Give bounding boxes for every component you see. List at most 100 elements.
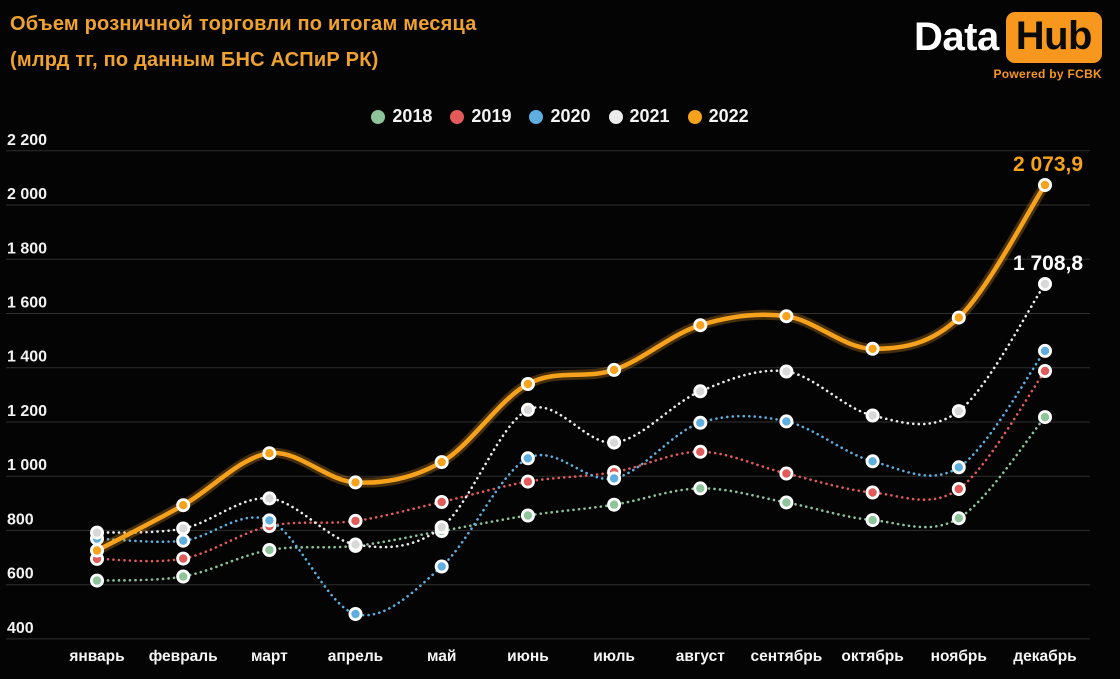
- x-tick-label-8: август: [676, 648, 725, 665]
- x-tick-label-2: февраль: [149, 648, 218, 665]
- data-point: [523, 405, 533, 414]
- chart-title-line1: Объем розничной торговли по итогам месяц…: [10, 13, 477, 35]
- legend-dot-icon: [371, 109, 386, 124]
- annotation-2022: 2 073,9: [1013, 153, 1083, 176]
- data-point: [782, 417, 791, 426]
- data-point: [523, 454, 533, 463]
- data-point: [179, 572, 188, 581]
- series-2020: [90, 343, 1052, 621]
- logo-tagline: Powered by FCBK: [993, 67, 1102, 81]
- data-point: [1040, 180, 1050, 190]
- x-tick-label-4: апрель: [328, 648, 383, 665]
- legend-label: 2018: [392, 106, 433, 126]
- data-point: [437, 523, 446, 532]
- data-point: [265, 449, 274, 458]
- x-axis-labels: январь февраль март апрель май июнь июль август…: [69, 648, 1076, 665]
- data-point: [696, 387, 705, 396]
- x-tick-label-7: июль: [593, 648, 635, 665]
- legend-label: 2020: [550, 106, 591, 126]
- data-point: [696, 484, 705, 493]
- legend-label: 2019: [471, 106, 512, 126]
- y-tick-label: 1 800: [7, 240, 47, 257]
- datahub-logo: Data Hub Powered by FCBK: [914, 12, 1102, 81]
- series-2018: [90, 410, 1052, 588]
- x-tick-label-12: декабрь: [1013, 648, 1076, 665]
- data-point: [609, 365, 619, 375]
- data-point: [351, 478, 360, 487]
- y-tick-label: 800: [7, 511, 34, 528]
- data-point: [954, 406, 963, 416]
- chart-title-line2: (млрд тг, по данным БНС АСПиР РК): [10, 49, 379, 71]
- data-point: [92, 576, 102, 585]
- y-tick-label: 1 600: [7, 295, 47, 312]
- data-point: [782, 498, 791, 507]
- data-point: [437, 497, 446, 507]
- series-line: [95, 369, 1047, 563]
- data-point: [265, 516, 274, 525]
- legend-label: 2021: [629, 106, 670, 126]
- logo-badge-hub: Hub: [1005, 12, 1102, 63]
- legend-label: 2022: [708, 106, 749, 126]
- data-point: [1040, 366, 1050, 376]
- y-tick-label: 1 400: [7, 349, 47, 366]
- series-line: [95, 349, 1047, 617]
- data-point: [92, 528, 102, 537]
- data-point: [179, 501, 188, 510]
- data-point: [696, 447, 705, 456]
- series-2022: [90, 178, 1052, 558]
- series-line: [95, 415, 1047, 582]
- data-point: [868, 488, 877, 497]
- chart-title-block: Объем розничной торговли по итогам месяц…: [10, 14, 477, 86]
- legend-dot-icon: [687, 109, 702, 124]
- data-point: [696, 418, 705, 427]
- logo-text-data: Data: [914, 15, 999, 59]
- data-point: [782, 367, 791, 376]
- data-point: [954, 484, 963, 494]
- data-point: [523, 511, 533, 520]
- data-point: [868, 344, 877, 353]
- legend-dot-icon: [529, 109, 544, 124]
- y-tick-label: 2 000: [7, 186, 47, 203]
- legend-item-2020: 2020: [529, 106, 591, 127]
- x-tick-label-3: март: [251, 648, 288, 665]
- series-2021: [90, 277, 1052, 552]
- data-point: [954, 514, 963, 523]
- data-point: [868, 515, 877, 525]
- data-point: [265, 545, 274, 555]
- y-axis-labels: 400 600 800 1 000 1 200 1 400 1 600 1 800 2 000 2…: [7, 132, 47, 637]
- gridlines: [6, 150, 1090, 640]
- y-tick-label: 1 000: [7, 457, 47, 474]
- y-tick-label: 400: [7, 620, 34, 637]
- data-point: [868, 411, 877, 420]
- data-point: [782, 469, 791, 478]
- x-tick-label-6: июнь: [507, 648, 549, 665]
- data-point: [179, 524, 188, 533]
- legend-item-2019: 2019: [450, 106, 511, 127]
- legend-item-2018: 2018: [371, 106, 432, 127]
- data-point: [179, 554, 188, 563]
- data-point: [609, 438, 619, 447]
- data-point: [437, 457, 446, 467]
- data-point: [1040, 412, 1050, 422]
- data-point: [437, 562, 446, 571]
- data-point: [179, 536, 188, 545]
- data-point: [868, 457, 877, 466]
- data-point: [92, 546, 102, 555]
- series-line: [94, 182, 1048, 553]
- y-tick-label: 1 200: [7, 403, 47, 420]
- x-tick-label-9: сентябрь: [750, 648, 822, 665]
- annotation-2021: 1 708,8: [1013, 252, 1083, 275]
- data-point: [954, 313, 963, 322]
- data-point: [782, 312, 791, 321]
- data-point: [523, 379, 533, 389]
- data-point: [609, 474, 619, 483]
- data-point: [609, 500, 619, 509]
- x-tick-label-10: октябрь: [841, 648, 903, 665]
- data-point: [1040, 346, 1050, 356]
- chart-legend: 2018 2019 2020 2021 2022: [0, 106, 1120, 127]
- value-annotations: 2 073,9 1 708,8: [1013, 153, 1083, 275]
- legend-item-2021: 2021: [608, 106, 670, 127]
- y-tick-label: 2 200: [7, 132, 47, 149]
- data-point: [351, 609, 360, 619]
